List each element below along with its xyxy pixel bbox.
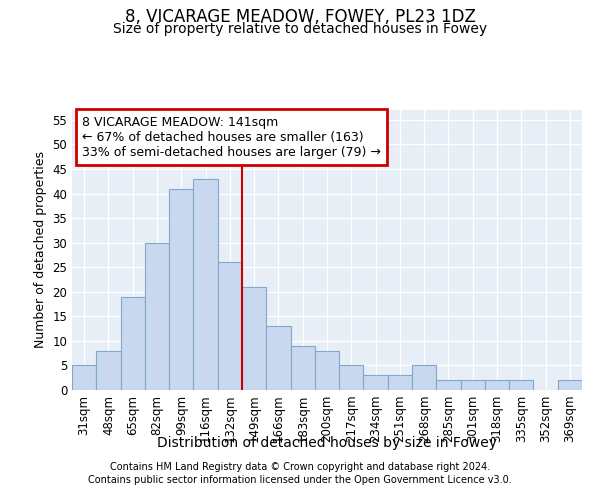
Bar [339,366,364,390]
Bar [558,380,582,390]
Y-axis label: Number of detached properties: Number of detached properties [34,152,47,348]
Bar [388,376,412,390]
Bar [436,380,461,390]
Bar [315,350,339,390]
Bar [121,296,145,390]
Bar [145,242,169,390]
Text: Contains public sector information licensed under the Open Government Licence v3: Contains public sector information licen… [88,475,512,485]
Text: Distribution of detached houses by size in Fowey: Distribution of detached houses by size … [157,436,497,450]
Text: 8 VICARAGE MEADOW: 141sqm
← 67% of detached houses are smaller (163)
33% of semi: 8 VICARAGE MEADOW: 141sqm ← 67% of detac… [82,116,381,158]
Text: Size of property relative to detached houses in Fowey: Size of property relative to detached ho… [113,22,487,36]
Text: 8, VICARAGE MEADOW, FOWEY, PL23 1DZ: 8, VICARAGE MEADOW, FOWEY, PL23 1DZ [125,8,475,26]
Bar [412,366,436,390]
Text: Contains HM Land Registry data © Crown copyright and database right 2024.: Contains HM Land Registry data © Crown c… [110,462,490,472]
Bar [242,287,266,390]
Bar [218,262,242,390]
Bar [169,188,193,390]
Bar [509,380,533,390]
Bar [461,380,485,390]
Bar [485,380,509,390]
Bar [72,366,96,390]
Bar [364,376,388,390]
Bar [193,179,218,390]
Bar [290,346,315,390]
Bar [96,350,121,390]
Bar [266,326,290,390]
